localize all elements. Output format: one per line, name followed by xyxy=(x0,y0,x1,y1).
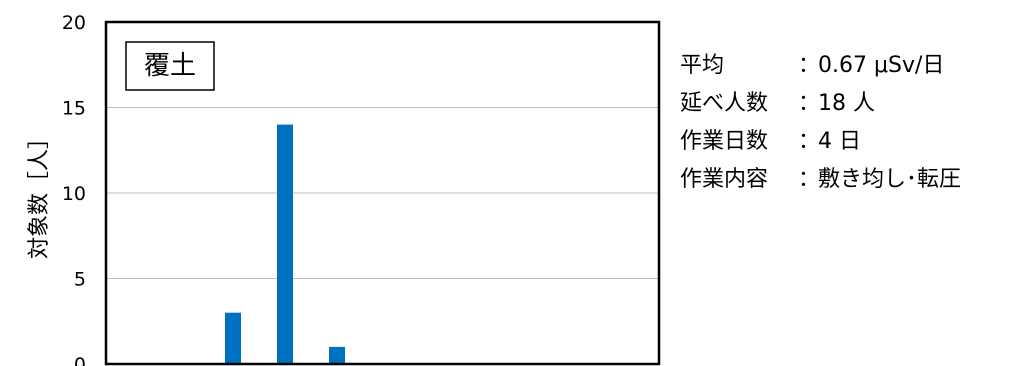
y-tick-label: 15 xyxy=(62,98,86,120)
y-tick-label: 20 xyxy=(62,12,86,34)
stat-total-people-label: 延べ人数 xyxy=(680,91,769,116)
bar-3 xyxy=(225,312,241,364)
stat-total-people-separator: ： xyxy=(798,91,821,116)
stat-work-content-value: 敷き均し･転圧 xyxy=(818,167,962,192)
bars xyxy=(225,124,345,364)
stat-work-content-separator: ： xyxy=(798,167,821,192)
stat-average-value: 0.67 μSv/日 xyxy=(818,53,945,78)
y-axis-label: 対象数［人］ xyxy=(27,127,52,259)
stat-work-days-label: 作業日数 xyxy=(680,129,769,154)
stat-total-people-value: 18 人 xyxy=(818,91,875,116)
stat-work-content-label: 作業内容 xyxy=(680,167,769,192)
plot-area-frame xyxy=(104,20,661,366)
stat-work-days-separator: ： xyxy=(798,129,821,154)
bar-4 xyxy=(277,124,293,364)
stat-average-label: 平均 xyxy=(680,53,725,78)
y-tick-label: 5 xyxy=(74,269,86,291)
stat-work-days: 作業日数 ：4 日 xyxy=(680,128,861,156)
panel-label: 覆土 xyxy=(144,51,196,81)
y-tick-label: 0 xyxy=(74,354,86,366)
bar-chart: 0 5 10 15 20 対象数［人］ 覆土 xyxy=(27,12,661,366)
stat-total-people: 延べ人数 ：18 人 xyxy=(680,90,875,118)
y-axis-ticks: 0 5 10 15 20 xyxy=(62,12,86,366)
gridlines xyxy=(107,107,658,279)
stat-work-days-value: 4 日 xyxy=(818,129,861,154)
stat-average-separator: ： xyxy=(798,53,821,78)
stat-average: 平均 ：0.67 μSv/日 xyxy=(680,52,944,80)
panel-label-box xyxy=(125,41,215,91)
bar-5 xyxy=(329,346,345,364)
y-tick-label: 10 xyxy=(62,183,86,205)
stat-work-content: 作業内容 ：敷き均し･転圧 xyxy=(680,166,961,194)
